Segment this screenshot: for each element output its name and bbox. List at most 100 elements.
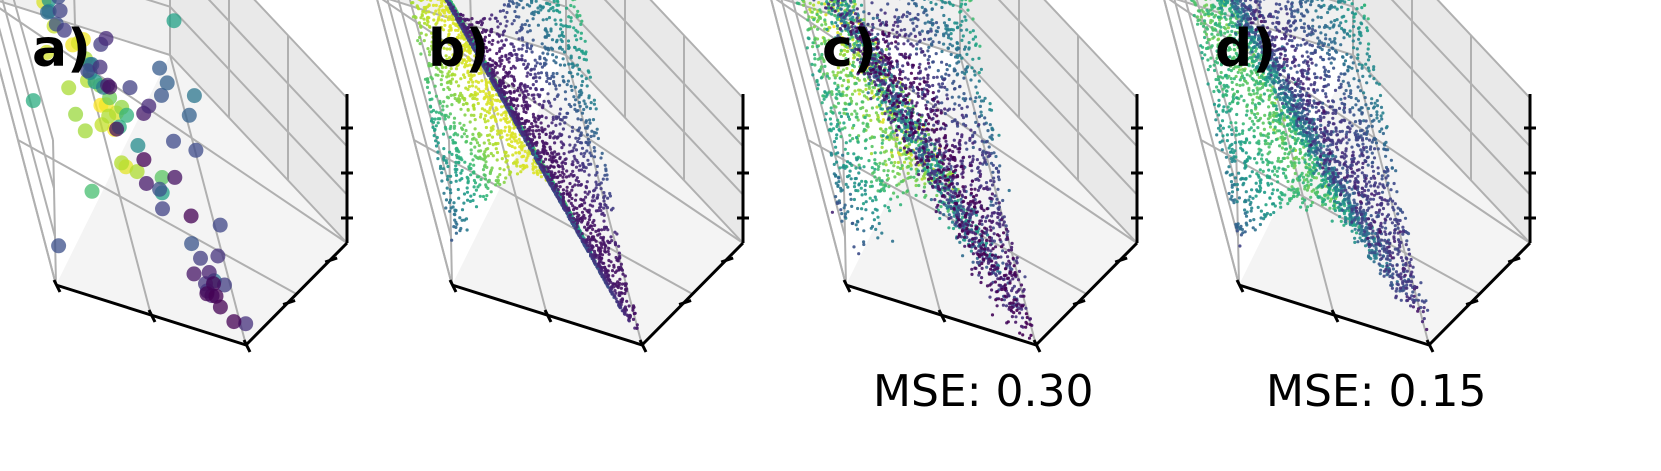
scatter-point <box>494 141 498 146</box>
scatter-point <box>507 106 511 110</box>
scatter-point <box>857 183 861 187</box>
scatter-point <box>122 80 138 96</box>
scatter-point <box>1019 294 1023 298</box>
scatter-point <box>530 67 534 71</box>
scatter-point <box>600 151 604 155</box>
scatter-point <box>1028 317 1032 321</box>
scatter-point <box>618 277 622 281</box>
scatter-point <box>860 207 864 211</box>
scatter-point <box>844 182 848 186</box>
scatter-point <box>589 101 593 105</box>
scatter-point <box>487 98 491 102</box>
scatter-point <box>583 102 587 106</box>
scatter-point <box>487 178 491 182</box>
axes-3d-b <box>376 0 749 353</box>
scatter-point <box>839 208 843 212</box>
scatter-point <box>483 177 487 181</box>
scatter-point <box>482 141 486 145</box>
scatter-point <box>570 62 574 66</box>
scatter-point <box>544 132 548 136</box>
scatter-point <box>559 38 563 42</box>
scatter-point <box>544 1 549 5</box>
scatter-point <box>881 162 885 166</box>
scatter-point <box>530 50 534 54</box>
scatter-point <box>551 130 555 134</box>
scatter-point <box>553 141 557 145</box>
scatter-point <box>871 199 875 203</box>
scatter-point <box>592 194 596 198</box>
scatter-point <box>439 82 443 87</box>
scatter-point <box>1027 336 1032 340</box>
scatter-point <box>427 3 431 7</box>
scatter-point <box>1029 333 1033 337</box>
scatter-point <box>483 108 487 112</box>
scatter-point <box>552 59 556 63</box>
scatter-point <box>572 26 576 30</box>
scatter-point <box>571 160 575 164</box>
scatter-point <box>595 243 599 248</box>
scatter-point <box>854 176 858 181</box>
scatter-point <box>530 44 534 48</box>
scatter-point <box>558 132 562 136</box>
scatter-point <box>488 106 492 110</box>
scatter-point <box>871 211 875 215</box>
scatter-point <box>448 188 452 192</box>
scatter-point <box>217 277 232 293</box>
scatter-point <box>455 153 459 157</box>
scatter-point <box>523 59 527 63</box>
scatter-point <box>573 183 577 187</box>
scatter-point <box>1025 315 1029 320</box>
scatter-point <box>499 118 503 122</box>
scatter-point <box>497 49 502 54</box>
scatter-point <box>548 154 552 158</box>
scatter-point <box>480 107 484 111</box>
scatter-point <box>428 104 432 108</box>
scatter-point <box>906 176 910 180</box>
scatter-point <box>980 276 984 280</box>
scatter-point <box>482 173 486 177</box>
scatter-point <box>891 239 895 243</box>
scatter-point <box>474 205 479 209</box>
scatter-point <box>506 154 510 158</box>
scatter-point <box>514 135 518 139</box>
scatter-point <box>614 255 618 260</box>
scatter-point <box>449 124 453 129</box>
scatter-point <box>1024 306 1028 310</box>
scatter-point <box>419 31 423 35</box>
scatter-point <box>1022 288 1026 292</box>
scatter-point <box>584 126 588 130</box>
scatter-point <box>490 27 494 31</box>
scatter-point <box>580 210 585 214</box>
scatter-point <box>416 39 420 43</box>
scatter-point <box>501 9 505 13</box>
scatter-point <box>502 97 507 101</box>
scatter-point <box>472 178 476 183</box>
scatter-point <box>437 111 441 115</box>
scatter-point <box>567 135 572 139</box>
scatter-point <box>536 114 541 118</box>
scatter-point <box>506 165 510 169</box>
scatter-point <box>465 175 469 179</box>
scatter-point <box>600 228 604 232</box>
scatter-point <box>621 272 625 276</box>
scatter-point <box>586 137 591 141</box>
scatter-point <box>560 146 564 150</box>
scatter-point <box>506 84 511 88</box>
grid-line <box>169 54 247 346</box>
scatter-point <box>494 106 498 110</box>
scatter-point <box>882 169 886 173</box>
scatter-point <box>550 38 555 42</box>
scatter-point <box>567 150 571 154</box>
scatter-point <box>141 98 157 114</box>
scatter-point <box>969 249 974 253</box>
scatter-point <box>443 117 447 121</box>
scatter-point <box>542 56 547 61</box>
scatter-point <box>435 135 439 140</box>
scatter-point <box>860 217 864 221</box>
scatter-point <box>526 71 530 75</box>
scatter-point <box>449 93 453 97</box>
scatter-point <box>130 138 146 153</box>
scatter-point <box>532 171 536 175</box>
scatter-point <box>556 93 560 97</box>
scatter-point <box>456 160 461 164</box>
